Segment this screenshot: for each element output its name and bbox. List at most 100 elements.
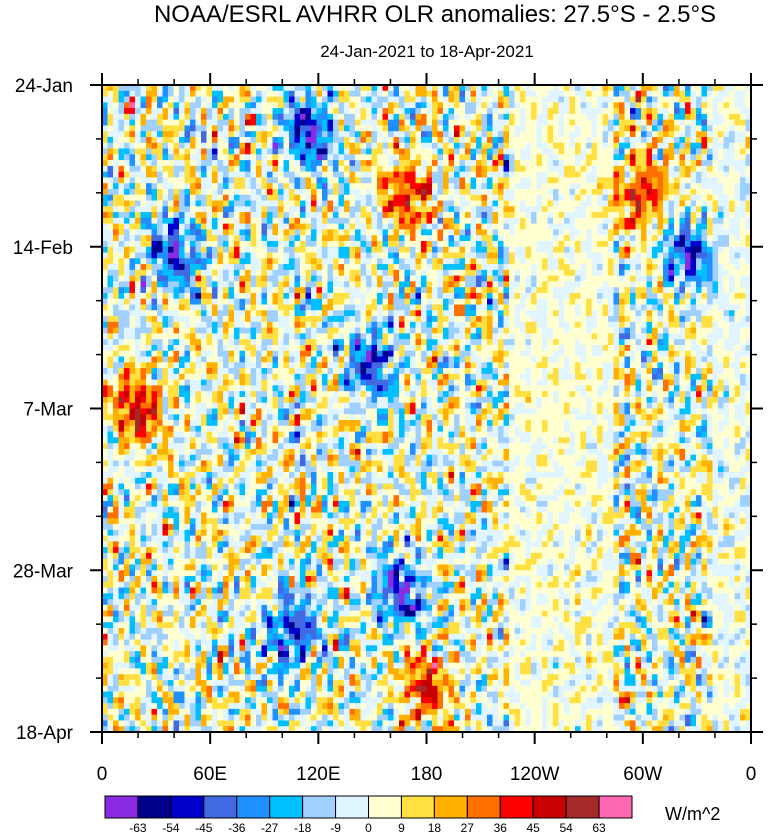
field-cell	[388, 113, 395, 121]
field-cell	[162, 108, 169, 115]
field-cell	[173, 235, 180, 242]
field-cell	[344, 148, 351, 155]
field-cell	[712, 316, 719, 323]
field-cell	[195, 136, 202, 144]
field-cell	[129, 154, 136, 161]
field-cell	[575, 136, 582, 144]
field-cell	[630, 194, 637, 202]
field-cell	[338, 252, 345, 259]
field-cell	[151, 235, 158, 242]
field-cell	[619, 217, 626, 225]
field-cell	[212, 246, 219, 254]
field-cell	[360, 264, 367, 271]
field-cell	[564, 316, 571, 323]
field-cell	[129, 206, 136, 213]
field-cell	[256, 177, 263, 184]
field-cell	[520, 96, 527, 103]
field-cell	[184, 298, 191, 306]
field-cell	[520, 165, 527, 173]
field-cell	[597, 85, 604, 92]
field-cell	[168, 113, 175, 121]
field-cell	[421, 246, 428, 254]
field-cell	[509, 125, 516, 132]
field-cell	[657, 229, 664, 236]
field-cell	[267, 154, 274, 161]
field-cell	[745, 136, 751, 144]
field-cell	[718, 165, 725, 173]
field-cell	[542, 269, 549, 277]
field-cell	[525, 171, 532, 179]
field-cell	[135, 316, 142, 323]
field-cell	[162, 217, 169, 225]
field-cell	[135, 264, 142, 271]
field-cell	[294, 108, 301, 115]
field-cell	[707, 235, 714, 242]
field-cell	[283, 200, 290, 207]
field-cell	[316, 160, 323, 167]
field-cell	[613, 212, 620, 219]
field-cell	[410, 235, 417, 242]
field-cell	[652, 269, 659, 277]
field-cell	[135, 321, 142, 329]
field-cell	[217, 258, 224, 265]
field-cell	[184, 304, 191, 311]
field-cell	[547, 183, 554, 190]
field-cell	[382, 252, 389, 259]
field-cell	[157, 85, 164, 92]
field-cell	[388, 316, 395, 323]
field-cell	[212, 142, 219, 150]
field-cell	[685, 90, 692, 98]
field-cell	[316, 194, 323, 202]
field-cell	[630, 240, 637, 248]
field-cell	[267, 131, 274, 138]
field-cell	[459, 292, 466, 300]
field-cell	[124, 281, 131, 288]
field-cell	[536, 160, 543, 167]
field-cell	[344, 131, 351, 138]
field-cell	[382, 148, 389, 155]
field-cell	[663, 194, 670, 202]
field-cell	[487, 292, 494, 300]
field-cell	[168, 212, 175, 219]
field-cell	[113, 96, 120, 103]
field-cell	[432, 96, 439, 103]
field-cell	[547, 229, 554, 236]
field-cell	[696, 194, 703, 202]
field-cell	[685, 304, 692, 311]
field-cell	[206, 246, 213, 254]
field-cell	[333, 194, 340, 202]
field-cell	[531, 269, 538, 277]
field-cell	[190, 136, 197, 144]
field-cell	[234, 327, 241, 335]
field-cell	[734, 154, 741, 161]
field-cell	[333, 223, 340, 231]
field-cell	[509, 304, 516, 311]
field-cell	[179, 281, 186, 288]
field-cell	[289, 165, 296, 173]
field-cell	[498, 183, 505, 190]
field-cell	[745, 240, 751, 248]
field-cell	[168, 304, 175, 311]
field-cell	[723, 188, 730, 196]
field-cell	[613, 171, 620, 179]
field-cell	[168, 316, 175, 323]
field-cell	[608, 160, 615, 167]
field-cell	[696, 217, 703, 225]
field-cell	[635, 136, 642, 144]
field-cell	[135, 171, 142, 179]
field-cell	[124, 275, 131, 283]
field-cell	[305, 316, 312, 323]
field-cell	[679, 200, 686, 207]
field-cell	[118, 240, 125, 248]
field-cell	[740, 96, 747, 103]
field-cell	[157, 188, 164, 196]
field-cell	[162, 136, 169, 144]
field-cell	[382, 264, 389, 271]
field-cell	[404, 281, 411, 288]
field-cell	[674, 165, 681, 173]
field-cell	[102, 85, 109, 92]
field-cell	[701, 240, 708, 248]
field-cell	[278, 188, 285, 196]
field-cell	[652, 171, 659, 179]
field-cell	[212, 200, 219, 207]
